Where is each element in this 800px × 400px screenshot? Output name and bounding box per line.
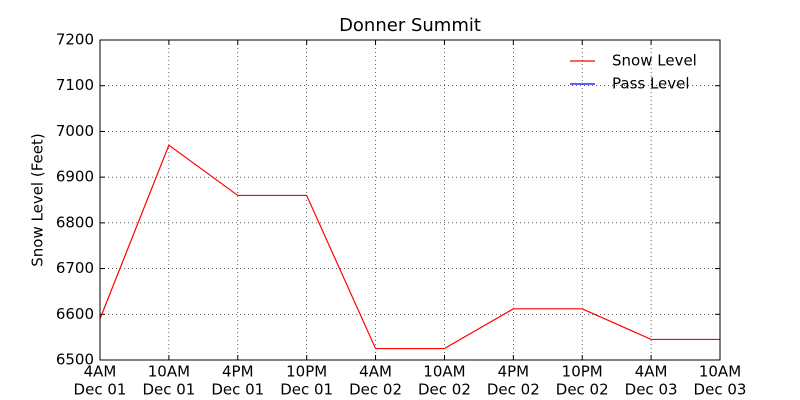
x-tick-label: 10AM (148, 363, 190, 381)
x-tick-label: 10AM (699, 363, 741, 381)
y-tick-label: 6900 (56, 168, 94, 186)
x-tick-label: 4PM (222, 363, 254, 381)
legend-label: Snow Level (612, 52, 697, 70)
x-tick-label: Dec 01 (142, 381, 195, 399)
x-tick-label: Dec 01 (211, 381, 264, 399)
x-tick-label: 10PM (286, 363, 327, 381)
legend-label: Pass Level (612, 75, 690, 93)
y-tick-label: 7100 (56, 76, 94, 94)
chart-title: Donner Summit (339, 15, 481, 36)
y-tick-label: 6600 (56, 305, 94, 323)
x-tick-label: Dec 02 (418, 381, 471, 399)
x-tick-label: Dec 03 (694, 381, 747, 399)
x-tick-label: Dec 02 (556, 381, 609, 399)
x-tick-label: 4AM (84, 363, 117, 381)
line-series (99, 144, 720, 350)
x-tick-label: 4AM (635, 363, 668, 381)
x-tick-label: 10PM (562, 363, 603, 381)
x-tick-label: Dec 03 (625, 381, 678, 399)
x-tick-label: 4AM (359, 363, 392, 381)
y-tick-label: 6800 (56, 213, 94, 231)
plot-frame (99, 39, 721, 361)
y-tick-label: 6500 (56, 351, 94, 369)
x-tick-label: Dec 01 (74, 381, 127, 399)
y-axis-label: Snow Level (Feet) (29, 133, 47, 266)
x-tick-label: Dec 01 (280, 381, 333, 399)
x-tick-label: Dec 02 (487, 381, 540, 399)
y-tick-label: 6700 (56, 259, 94, 277)
x-tick-label: Dec 02 (349, 381, 402, 399)
y-tick-label: 7000 (56, 122, 94, 140)
x-tick-label: 10AM (423, 363, 465, 381)
x-tick-label: 4PM (498, 363, 530, 381)
y-tick-label: 7200 (56, 31, 94, 49)
